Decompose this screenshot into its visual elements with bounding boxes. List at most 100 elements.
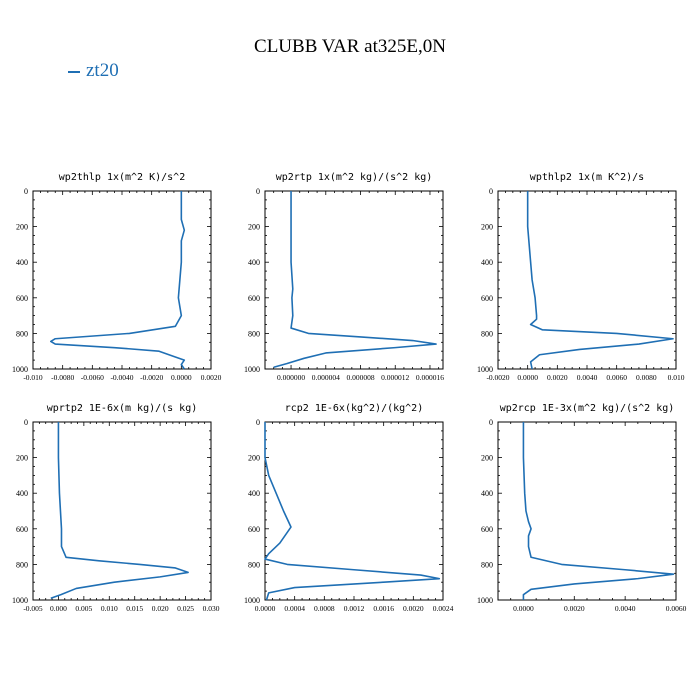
x-tick-label: 0.000 (50, 604, 67, 613)
x-tick-label: 0.0020 (564, 604, 585, 613)
panel-title: wprtp2 1E-6x(m kg)/(s kg) (47, 403, 198, 414)
y-tick-label: 1000 (12, 365, 28, 374)
chart-panel-2: wp2rtp 1x(m^2 kg)/(s^2 kg) 0 200 400 600 800 1… (244, 172, 444, 382)
y-tick-label: 800 (16, 329, 28, 338)
y-tick-label: 600 (481, 525, 493, 534)
y-tick-label: 600 (16, 294, 28, 303)
chart-panel-1: wp2thlp 1x(m^2 K)/s^202004006008001000-0… (12, 172, 222, 382)
chart-panel-5: rcp2 1E-6x(kg^2)/(kg^2) 0 200 400 600 800 1000… (244, 403, 454, 613)
y-tick-label: 1000 (477, 365, 493, 374)
y-tick-label: 0 (256, 187, 260, 196)
y-tick-label: 600 (248, 525, 260, 534)
x-tick-label: 0.015 (126, 604, 143, 613)
x-tick-label: 0.0000 (517, 373, 538, 382)
x-tick-label: 0.000016 (416, 373, 444, 382)
y-tick-label: 200 (481, 223, 493, 232)
x-tick-label: 0.0008 (314, 604, 335, 613)
panel-title: wp2rtp 1x(m^2 kg)/(s^2 kg) (276, 172, 433, 183)
panel-title: wp2rcp 1E-3x(m^2 kg)/(s^2 kg) (500, 403, 675, 414)
x-tick-label: 0.030 (203, 604, 220, 613)
y-tick-label: 400 (481, 489, 493, 498)
plot-frame (497, 421, 677, 601)
y-tick-label: 200 (248, 223, 260, 232)
x-tick-label: 0.025 (177, 604, 194, 613)
x-tick-label: 0.0024 (433, 604, 454, 613)
x-tick-label: -0.010 (23, 373, 43, 382)
x-tick-label: 0.0016 (373, 604, 394, 613)
panel-title: wp2thlp 1x(m^2 K)/s^2 (59, 172, 185, 183)
y-tick-label: 600 (481, 294, 493, 303)
y-tick-label: 400 (481, 258, 493, 267)
x-tick-label: 0.0020 (403, 604, 424, 613)
series-line (526, 191, 674, 370)
legend-swatch (68, 70, 80, 73)
y-tick-label: 400 (248, 489, 260, 498)
y-tick-label: 800 (248, 560, 260, 569)
y-tick-label: 600 (16, 525, 28, 534)
plot-frame (32, 190, 212, 370)
y-tick-label: 800 (481, 560, 493, 569)
x-tick-label: -0.0020 (486, 373, 509, 382)
x-tick-label: 0.0000 (255, 604, 276, 613)
x-tick-label: -0.0040 (110, 373, 133, 382)
y-tick-label: 1000 (477, 596, 493, 605)
x-tick-label: -0.005 (23, 604, 43, 613)
series-line (50, 422, 189, 599)
x-tick-label: 0.0020 (547, 373, 568, 382)
panel-title: wpthlp2 1x(m K^2)/s (530, 172, 644, 183)
y-tick-label: 400 (248, 258, 260, 267)
chart-panel-4: wprtp2 1E-6x(m kg)/(s kg) 0 200 400 600 800 10… (12, 403, 220, 613)
y-tick-label: 0 (24, 187, 28, 196)
y-tick-label: 0 (489, 418, 493, 427)
y-tick-label: 1000 (12, 596, 28, 605)
y-tick-label: 600 (248, 294, 260, 303)
x-tick-label: -0.0020 (140, 373, 163, 382)
y-tick-label: 800 (16, 560, 28, 569)
x-tick-label: 0.010 (101, 604, 118, 613)
x-tick-label: 0.0012 (344, 604, 365, 613)
y-tick-label: 800 (481, 329, 493, 338)
panel-title: rcp2 1E-6x(kg^2)/(kg^2) (285, 403, 423, 414)
x-tick-label: 0.0004 (284, 604, 305, 613)
x-tick-label: 0.005 (75, 604, 92, 613)
x-tick-label: 0.0000 (513, 604, 534, 613)
y-tick-label: 400 (16, 258, 28, 267)
legend-label: zt20 (86, 60, 119, 81)
chart-panel-6: wp2rcp 1E-3x(m^2 kg)/(s^2 kg) 0 200 400 600 8… (477, 403, 687, 613)
x-tick-label: -0.0080 (51, 373, 74, 382)
y-tick-label: 800 (248, 329, 260, 338)
x-tick-label: 0.0000 (171, 373, 192, 382)
plot-frame (264, 421, 444, 601)
chart-panel-3: wpthlp2 1x(m K^2)/s 0 200 400 600 800 1000-0.0… (477, 172, 685, 382)
y-tick-label: 200 (248, 454, 260, 463)
x-tick-label: 0.000012 (381, 373, 409, 382)
x-tick-label: 0.000000 (277, 373, 305, 382)
y-tick-label: 1000 (244, 365, 260, 374)
y-tick-label: 400 (16, 489, 28, 498)
series-line (49, 191, 186, 370)
x-tick-label: 0.0040 (615, 604, 636, 613)
series-line (273, 191, 437, 368)
x-tick-label: 0.0080 (636, 373, 657, 382)
x-tick-label: 0.0020 (201, 373, 222, 382)
x-tick-label: 0.0060 (666, 604, 687, 613)
y-tick-label: 200 (481, 454, 493, 463)
page-title: CLUBB VAR at325E,0N (254, 36, 446, 57)
x-tick-label: -0.0060 (81, 373, 104, 382)
x-tick-label: 0.010 (668, 373, 685, 382)
series-line (264, 422, 441, 601)
y-tick-label: 0 (24, 418, 28, 427)
y-tick-label: 0 (489, 187, 493, 196)
x-tick-label: 0.000008 (346, 373, 374, 382)
series-line (522, 422, 675, 600)
x-tick-label: 0.020 (152, 604, 169, 613)
y-tick-label: 200 (16, 454, 28, 463)
x-tick-label: 0.0040 (577, 373, 598, 382)
legend: zt20 (68, 60, 119, 82)
x-tick-label: 0.0060 (606, 373, 627, 382)
y-tick-label: 1000 (244, 596, 260, 605)
y-tick-label: 200 (16, 223, 28, 232)
y-tick-label: 0 (256, 418, 260, 427)
x-tick-label: 0.000004 (312, 373, 340, 382)
